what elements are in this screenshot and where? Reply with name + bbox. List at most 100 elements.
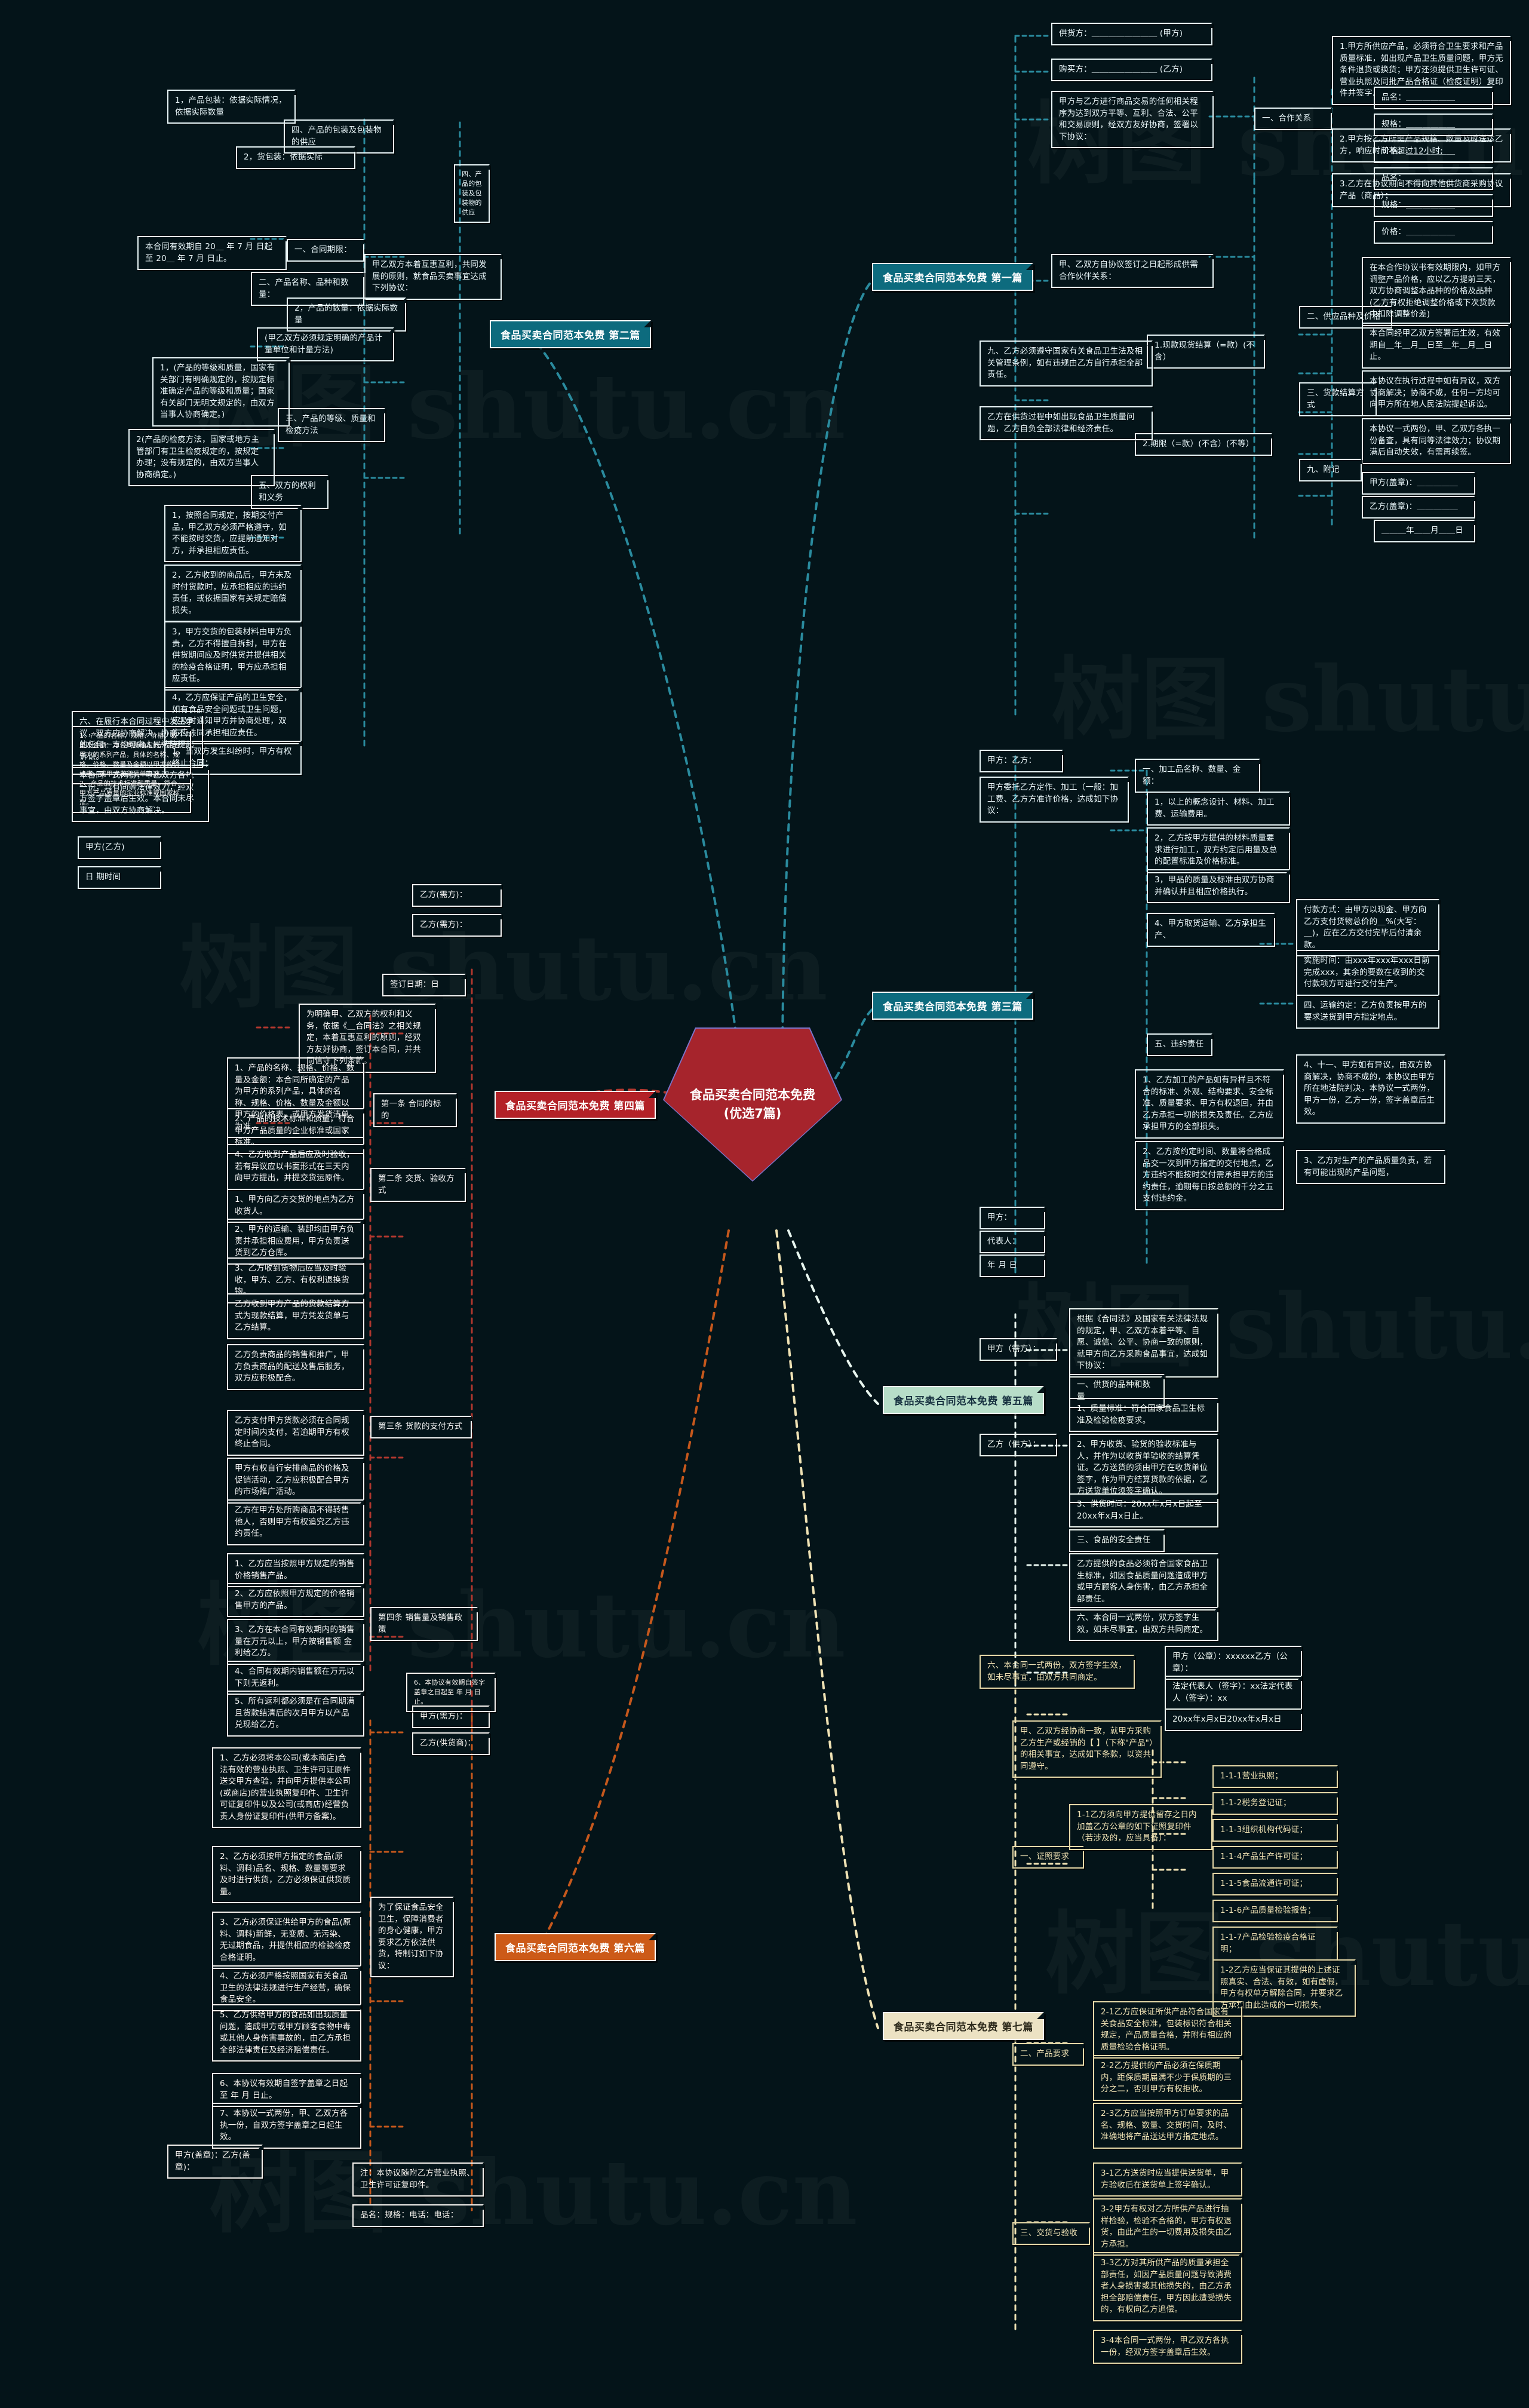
node-b3-s6-3[interactable]: 3、乙方对生产的产品质量负责，若有可能出现的产品问题， [1296, 1150, 1445, 1185]
node-b2-s5-2[interactable]: 2，乙方收到的商品后，甲方未及时付货款时，应承担相应的违约责任，或依据国家有关规… [164, 565, 302, 622]
node-b4-c4-3[interactable]: 3、乙方在本合同有效期内的销售量在万元以上，甲方按销售额 金利给乙方。 [227, 1619, 364, 1665]
node-b4-c1-title[interactable]: 第一条 合同的标的 [373, 1093, 457, 1128]
node-b3-s3[interactable]: 3，甲品的质量及标准由双方协商并确认并且相应价格执行。 [1147, 869, 1290, 904]
node-b1-sign-date[interactable]: ＿＿＿年＿＿月＿＿日 [1374, 520, 1475, 542]
node-b6-party-a[interactable]: 甲方(需方)： [412, 1705, 490, 1728]
node-b4-c4-title[interactable]: 第四条 销售量及销售政策 [370, 1607, 478, 1642]
node-b1-s3-2[interactable]: 2.期限（=款）(不含）(不等） [1135, 433, 1272, 456]
node-b1-s2-item[interactable]: 规格：＿＿＿＿＿＿ [1374, 114, 1493, 136]
node-b1-partner[interactable]: 甲、乙双方自协议签订之日起形成供需合作伙伴关系： [1051, 254, 1214, 289]
node-b3-preamble[interactable]: 甲方委托乙方定作、加工（一般：加工费、乙方方准许价格，达成如下协议： [980, 777, 1129, 823]
branch-chip-5[interactable]: 食品买卖合同范本免费 第五篇 [883, 1386, 1044, 1414]
node-b7-s2-3[interactable]: 2-3乙方应当按照甲方订单要求的品名、规格、数量、交货时间，及时、准确地将产品送… [1093, 2103, 1242, 2149]
node-b2-preamble[interactable]: 甲乙双方本着互惠互利，共同发展的原则，就食品买卖事宜达成下列协议： [364, 254, 502, 300]
node-b1-s4-2[interactable]: 本协议在执行过程中如有异议，双方协商解决；协商不成，任何一方均可向甲方所在地人民… [1362, 370, 1511, 416]
node-b3-s4-2[interactable]: 实施时间：由xxx年xxx年xxx日前完成xxx，其余的要数在收到的交付款项方可… [1296, 950, 1439, 996]
node-b5-preamble[interactable]: 根据《合同法》及国家有关法律法规的规定，甲、乙双方本着平等、自愿、诚信、公平、协… [1069, 1308, 1218, 1378]
node-b4-c4-4[interactable]: 4、合同有效期内销售额在万元以下则无返利。 [227, 1661, 364, 1695]
node-b6-s5[interactable]: 5、乙方供给甲方的食品如出现质量问题，造成甲方或甲方顾客食物中毒或其他人身伤害事… [212, 2004, 361, 2062]
node-b3-s1[interactable]: 1，以上的概念设计、材料、加工费、运输费用。 [1147, 792, 1290, 826]
node-b2-s5-1[interactable]: 1，按照合同规定，按期交付产品，甲乙双方必须严格遵守，如不能按时交货，应提前通知… [164, 505, 302, 563]
node-b7-s1-item[interactable]: 1-1-2税务登记证； [1212, 1792, 1338, 1815]
node-b3-s4-title[interactable]: 4、甲方取货运输、乙方承担生产、 [1147, 913, 1275, 947]
node-b6-top-a[interactable]: 6、本协议有效期自签字盖章之日起至 年 月 日止。 [406, 1673, 496, 1712]
node-b3-s4-1[interactable]: 付款方式：由甲方以现金、甲方向乙方支付货物总价的＿%(大写：＿)，应在乙方交付完… [1296, 899, 1439, 957]
node-b5-sign-rep[interactable]: 法定代表人（签字）：xx法定代表人（签字）：xx [1165, 1676, 1302, 1710]
node-b4-sign-a-top[interactable]: 乙方(需方)： [412, 914, 502, 937]
node-b7-s1-note[interactable]: 1-2乙方应当保证其提供的上述证照真实、合法、有效，如有虚假，甲方有权单方解除合… [1212, 1959, 1356, 2017]
node-b1-s3-1[interactable]: 1.现款现货结算（=款）(不含） [1147, 335, 1265, 369]
node-b6-s2[interactable]: 2、乙方必须按甲方指定的食品(原料、调料)品名、规格、数量等要求及时进行供货，乙… [212, 1846, 361, 1904]
node-b1-supplier[interactable]: 供货方：＿＿＿＿＿＿＿＿ (甲方) [1051, 23, 1212, 45]
node-b2-s2-title[interactable]: 二、产品名称、品种和数量： [251, 272, 364, 306]
node-b4-c3-4[interactable]: 甲方有权自行安排商品的价格及促销活动，乙方应积极配合甲方的市场推广活动。 [227, 1458, 364, 1504]
node-b1-s6-note[interactable]: 乙方在供货过程中如出现食品卫生质量问题，乙方自负全部法律和经济责任。 [980, 406, 1153, 441]
node-b3-s2[interactable]: 2，乙方按甲方提供的材料质量要求进行加工，双方约定后用量及总的配置标准及价格标准… [1147, 827, 1290, 873]
node-b5-s2-1[interactable]: 乙方提供的食品必须符合国家食品卫生标准，如因食品质量问题造成甲方或甲方顾客人身伤… [1069, 1553, 1218, 1611]
node-b4-preamble[interactable]: 为明确甲、乙双方的权利和义务，依据《＿合同法》之相关规定，本着互惠互利的原则，经… [299, 1004, 436, 1073]
node-b1-s2-item[interactable]: 品名：＿＿＿＿＿＿ [1374, 87, 1493, 109]
node-b4-c4-5[interactable]: 5、所有返利都必须是在合同期满且货款结清后的次月甲方以产品兑现给乙方。 [227, 1691, 364, 1737]
node-b3-s6-4[interactable]: 4、十一、甲方如有异议，由双方协商解决，协商不成的，本协议由甲方所在地法院判决，… [1296, 1054, 1445, 1124]
branch-chip-6[interactable]: 食品买卖合同范本免费 第六篇 [495, 1933, 656, 1961]
node-b1-s1-title[interactable]: 一、合作关系 [1254, 108, 1332, 130]
node-b6-s6[interactable]: 6、本协议有效期自签字盖章之日起至 年 月 日止。 [212, 2073, 361, 2108]
node-b2-s5-title[interactable]: 五、双方的权利和义务 [251, 475, 328, 510]
node-b7-s1-title[interactable]: 一、证照要求 [1012, 1846, 1084, 1869]
node-b7-s2-title[interactable]: 二、产品要求 [1012, 2043, 1084, 2066]
node-b7-s1-item[interactable]: 1-1-5食品流通许可证； [1212, 1873, 1338, 1895]
node-b3-s6-1[interactable]: 1、乙方加工的产品如有异样且不符合的标准、外观、结构要求、安全标准、质量要求、甲… [1135, 1069, 1284, 1139]
node-b6-preamble[interactable]: 为了保证食品安全卫生，保障消费者的身心健康，甲方要求乙方依法供货，特制订如下协议… [370, 1897, 454, 1978]
node-b2-sign-date[interactable]: 日 期时间 [78, 866, 161, 889]
node-b2-s3-1[interactable]: 1，(产品的等级和质量，国家有关部门有明确规定的，按规定标准确定产品的等级和质量… [152, 357, 290, 427]
node-b3-party-a[interactable]: 甲方：乙方： [980, 750, 1063, 772]
node-b3-h2-title[interactable]: 一、加工品名称、数量、金额： [1135, 759, 1260, 793]
node-b5-s1-3[interactable]: 3、供货时间：20xx年x月x日起至20xx年x月x日止。 [1069, 1493, 1218, 1528]
node-b4-c1-1[interactable]: 1、产品的名称、规格、价格、数量及金额：本合同所确定的产品为甲方的系列产品，具体… [227, 1057, 364, 1139]
node-b6-s4[interactable]: 4、乙方必须严格按照国家有关食品卫生的法律法规进行生产经营，确保食品安全。 [212, 1965, 361, 2011]
branch-chip-2[interactable]: 食品买卖合同范本免费 第二篇 [490, 320, 651, 348]
node-b7-s1-item[interactable]: 1-1-6产品质量检验报告； [1212, 1900, 1338, 1922]
node-b1-s2-item[interactable]: 价格：＿＿＿＿＿＿ [1374, 140, 1493, 163]
node-b1-sign-a[interactable]: 甲方(盖章)：＿＿＿＿＿ [1362, 472, 1475, 495]
node-b2-s4-1[interactable]: 1，产品包装：依据实际情况，依据实际数量 [167, 90, 296, 124]
node-b4-c2-title[interactable]: 第二条 交货、验收方式 [370, 1168, 466, 1203]
node-b4-c4-1[interactable]: 1、乙方应当按照甲方规定的销售价格销售产品。 [227, 1553, 364, 1588]
node-b2-s5-3[interactable]: 3，甲方交货的包装材料由甲方负责，乙方不得擅自拆封，甲方在供货期间应及时供货并提… [164, 621, 302, 691]
node-b7-s3-1[interactable]: 3-1乙方送货时应当提供送货单，甲方验收后在送货单上签字确认。 [1093, 2162, 1242, 2197]
node-b2-s4-title[interactable]: 四、产品的包装及包装物的供应 [284, 119, 394, 154]
node-b4-c3-3[interactable]: 乙方支付甲方货款必须在合同规定时间内支付，若逾期甲方有权终止合同。 [227, 1410, 364, 1456]
node-b3-sign-date[interactable]: 年 月 日 [980, 1254, 1045, 1277]
node-b4-c2-4[interactable]: 4、乙方收到产品后应及时验收，若有异议应以书面形式在三天内向甲方提出，并提交货运… [227, 1144, 364, 1190]
node-b7-s1-item[interactable]: 1-1-4产品生产许可证； [1212, 1846, 1338, 1869]
node-b7-s3-2[interactable]: 3-2甲方有权对乙方所供产品进行抽样检验，检验不合格的，甲方有权退货，由此产生的… [1093, 2198, 1242, 2256]
node-b2-s4-2[interactable]: 2，货包装：依据实际 [236, 146, 355, 169]
node-b1-buyer[interactable]: 购买方：＿＿＿＿＿＿＿＿ (乙方) [1051, 59, 1212, 81]
node-b7-top-note[interactable]: 六、本合同一式两份，双方签字生效，如未尽事宜，由双方共同商定。 [980, 1655, 1135, 1689]
node-b7-s3-4[interactable]: 3-4本合同一式两份，甲乙双方各执一份，经双方签字盖章后生效。 [1093, 2330, 1242, 2364]
node-b7-s3-3[interactable]: 3-3乙方对其所供产品的质量承担全部责任，如因产品质量问题导致消费者人身损害或其… [1093, 2252, 1242, 2321]
node-b4-c3-2[interactable]: 乙方负责商品的销售和推广，甲方负责商品的配送及售后服务，双方应积极配合。 [227, 1344, 364, 1390]
node-b2-s3-2[interactable]: 2(产品的检疫方法，国家或地方主管部门有卫生检疫规定的，按规定办理；没有规定的，… [128, 429, 275, 487]
node-b4-c1-2[interactable]: 2、产品的技术标准和质量，符合甲方产品质量的企业标准或国家标准。 [227, 1108, 364, 1154]
node-b7-s3-title[interactable]: 三、交货与验收 [1012, 2222, 1090, 2245]
node-b4-c4-2[interactable]: 2、乙方应依照甲方规定的价格销售甲方的产品。 [227, 1583, 364, 1618]
node-b6-party-b[interactable]: 乙方(供货商)： [412, 1732, 490, 1755]
node-b7-s1-lead[interactable]: 1-1乙方须向甲方提供留存之日内加盖乙方公章的如下证照复印件（若涉及的，应当具备… [1069, 1804, 1212, 1850]
node-b6-sign-a[interactable]: 甲方(盖章)：乙方(盖章)： [167, 2145, 263, 2179]
node-b6-note2[interactable]: 品名：规格：电话：电话： [352, 2204, 484, 2227]
node-b1-s2-item[interactable]: 规格：＿＿＿＿＿＿ [1374, 194, 1493, 217]
node-b4-c3-1[interactable]: 乙方收到甲方产品的货款结算方式为现款结算，甲方凭发货单与乙方结算。 [227, 1293, 364, 1339]
node-b3-sign-a[interactable]: 甲方： [980, 1207, 1045, 1229]
node-b2-sign-a[interactable]: 甲方(乙方) [78, 836, 161, 859]
node-b1-s2-item[interactable]: 价格：＿＿＿＿＿＿ [1374, 221, 1493, 244]
branch-chip-3[interactable]: 食品买卖合同范本免费 第三篇 [872, 992, 1033, 1020]
node-b6-s7[interactable]: 7、本协议一式两份，甲、乙双方各执一份，自双方签字盖章之日起生效。 [212, 2103, 361, 2149]
node-b4-side-1[interactable]: 1、产品的名称、规格、价格、数量及金额：本合同所确定的产品为甲方的系列产品，具体… [72, 726, 191, 784]
node-b6-note[interactable]: 注：本协议随附乙方营业执照、卫生许可证复印件。 [352, 2162, 484, 2197]
node-b5-party-a[interactable]: 甲方（需方）： [980, 1338, 1057, 1361]
node-b2-s3-title[interactable]: 三、产品的等级、质量和检疫方法 [278, 408, 385, 443]
node-b4-c3-title[interactable]: 第三条 货款的支付方式 [370, 1416, 472, 1438]
node-b7-s1-item[interactable]: 1-1-1营业执照； [1212, 1765, 1338, 1788]
node-b1-s2-note[interactable]: 在本合作协议书有效期限内，如甲方调整产品价格，应以乙方提前三天，双方协商调整本品… [1362, 257, 1511, 326]
